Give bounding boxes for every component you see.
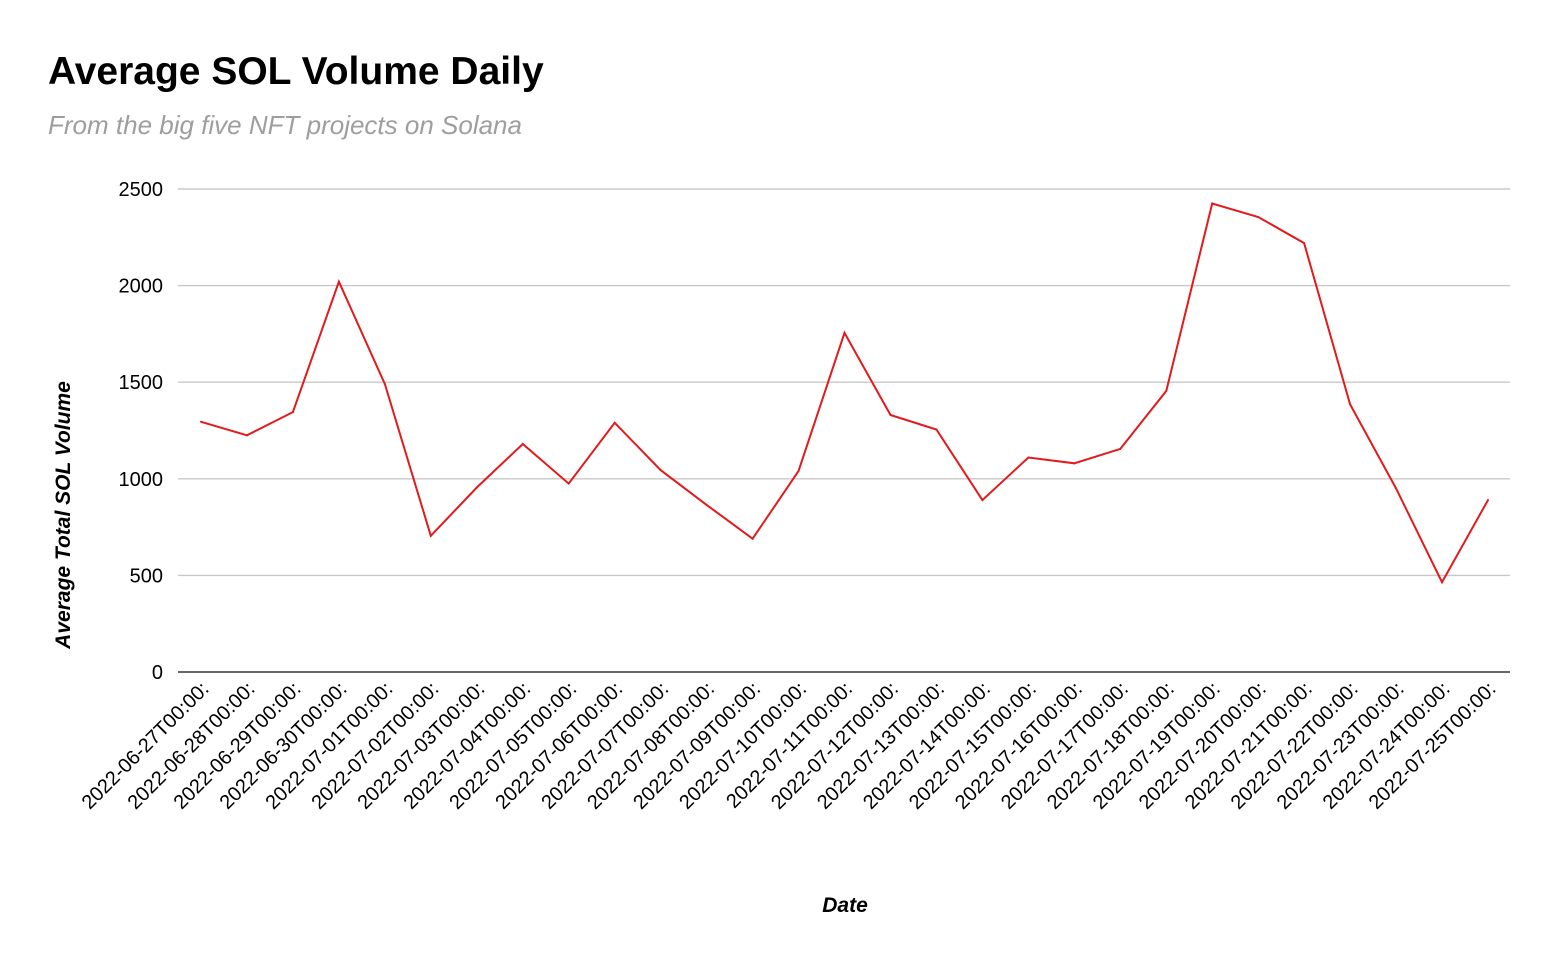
y-tick-label: 2000 (119, 276, 164, 298)
data-point (337, 280, 340, 283)
data-point (1349, 403, 1352, 406)
data-point (200, 420, 202, 423)
data-point (659, 469, 662, 472)
data-point (1073, 462, 1076, 465)
series-line (200, 202, 1489, 585)
data-point (889, 414, 892, 417)
data-point (1487, 499, 1489, 502)
data-point (429, 534, 432, 537)
chart-title: Average SOL Volume Daily (48, 50, 544, 93)
x-axis-ticks: 2022-06-27T00:00:2022-06-28T00:00:2022-0… (78, 678, 1501, 814)
gridlines (178, 188, 1510, 577)
data-point (1119, 447, 1122, 450)
data-point (1441, 581, 1444, 584)
data-point (475, 486, 478, 489)
data-point (1395, 487, 1398, 490)
data-point (291, 411, 294, 414)
y-axis-label: Average Total SOL Volume (52, 381, 75, 650)
data-point (245, 434, 248, 437)
y-tick-label: 500 (130, 565, 163, 587)
data-point (613, 421, 616, 424)
series-points (200, 202, 1489, 584)
y-tick-label: 0 (152, 662, 163, 684)
y-tick-label: 1500 (119, 372, 164, 394)
y-tick-label: 2500 (119, 179, 164, 201)
y-tick-label: 1000 (119, 469, 164, 491)
data-point (1303, 242, 1306, 245)
data-point (1027, 456, 1030, 459)
data-point (935, 428, 938, 431)
data-point (1257, 216, 1260, 219)
x-axis-label: Date (822, 894, 868, 917)
data-point (567, 482, 570, 485)
chart-subtitle: From the big five NFT projects on Solana (48, 110, 522, 140)
data-point (1211, 202, 1214, 205)
data-point (521, 443, 524, 446)
data-point (981, 499, 984, 502)
data-point (797, 470, 800, 473)
y-axis-ticks: 0 500 1000 1500 2000 2500 (119, 179, 164, 684)
data-point (705, 503, 708, 506)
data-point (383, 383, 386, 386)
data-point (751, 537, 754, 540)
data-point (843, 331, 846, 334)
data-point (1165, 389, 1168, 392)
